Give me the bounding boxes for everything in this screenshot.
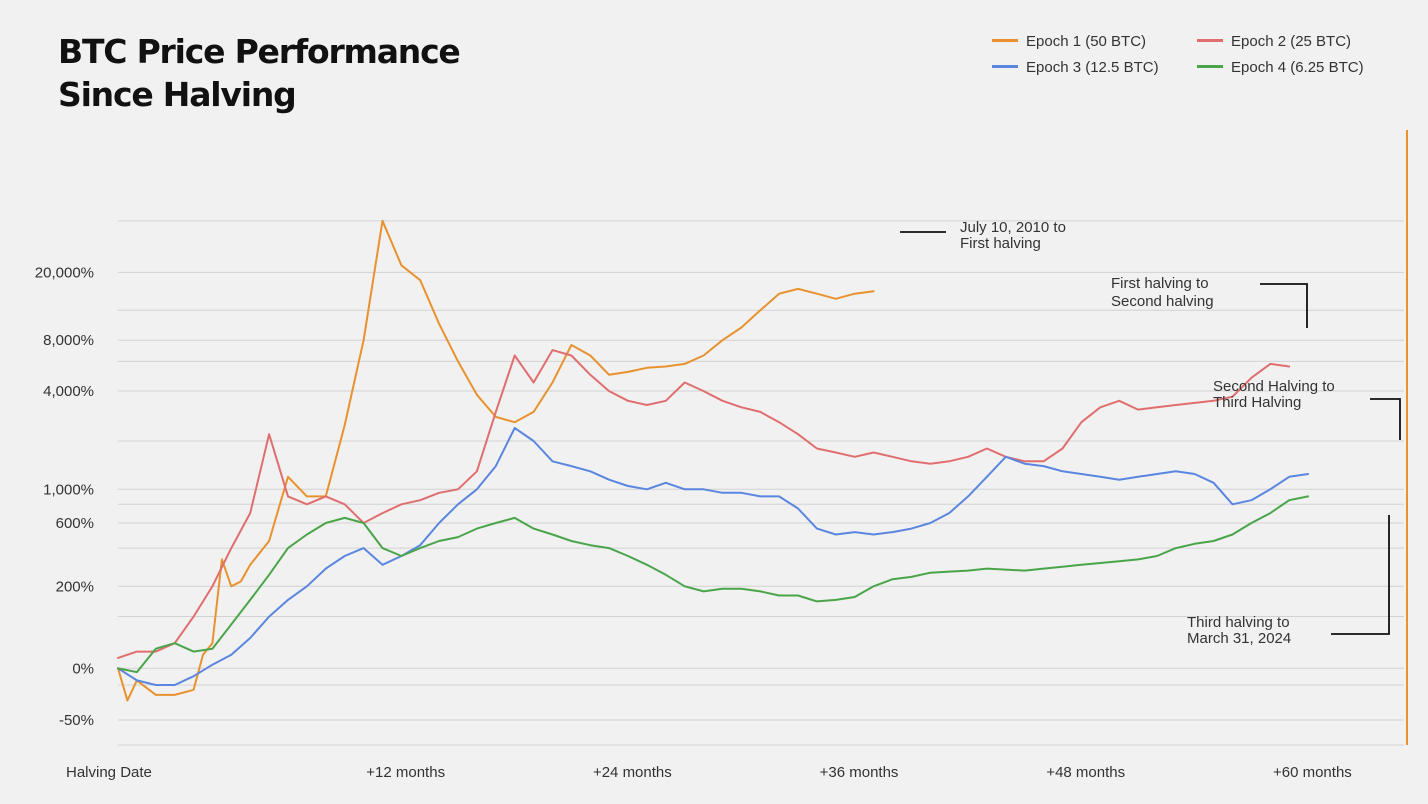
epoch-3-annotation-line-1: Second Halving to xyxy=(1213,378,1335,395)
x-tick-label: +24 months xyxy=(593,764,672,781)
x-tick-label: Halving Date xyxy=(66,764,152,781)
legend-swatch-epoch-3 xyxy=(992,65,1018,69)
epoch-2-annotation-line-1: First halving to xyxy=(1111,275,1209,292)
legend-item-epoch-2: Epoch 2 (25 BTC) xyxy=(1197,33,1351,50)
y-tick-label: 1,000% xyxy=(43,481,94,498)
epoch-3-annotation-leader xyxy=(1370,398,1401,440)
y-tick-label: 600% xyxy=(56,515,94,532)
legend-item-epoch-3: Epoch 3 (12.5 BTC) xyxy=(992,59,1159,76)
y-tick-label: 20,000% xyxy=(35,264,94,281)
y-tick-label: 0% xyxy=(72,660,94,677)
legend-swatch-epoch-1 xyxy=(992,39,1018,43)
y-tick-label: 200% xyxy=(56,578,94,595)
x-tick-label: +36 months xyxy=(820,764,899,781)
chart-title-line-2: Since Halving xyxy=(58,75,297,114)
legend-label-epoch-3: Epoch 3 (12.5 BTC) xyxy=(1026,59,1159,76)
legend-label-epoch-2: Epoch 2 (25 BTC) xyxy=(1231,33,1352,50)
epoch-2-annotation-leader xyxy=(1260,283,1308,328)
x-tick-label: +12 months xyxy=(366,764,445,781)
legend-label-epoch-1: Epoch 1 (50 BTC) xyxy=(1026,33,1147,50)
series-line-epoch-1 xyxy=(117,219,875,702)
epoch-4-annotation-leader xyxy=(1331,515,1390,635)
epoch-4-annotation-line-2: March 31, 2024 xyxy=(1187,630,1291,647)
epoch-2-annotation-line-2: Second halving xyxy=(1111,293,1214,310)
series-line-epoch-3 xyxy=(117,427,1310,686)
series-line-epoch-4 xyxy=(117,495,1310,674)
y-tick-label: 4,000% xyxy=(43,383,94,400)
series-line-epoch-2 xyxy=(117,349,1291,659)
epoch-3-annotation-line-2: Third Halving xyxy=(1213,394,1301,411)
chart-title-line-1: BTC Price Performance xyxy=(58,32,461,71)
x-tick-label: +48 months xyxy=(1046,764,1125,781)
x-tick-label: +60 months xyxy=(1273,764,1352,781)
epoch-1-annotation-line-1: July 10, 2010 to xyxy=(960,219,1066,236)
epoch-4-annotation-line-1: Third halving to xyxy=(1187,614,1290,631)
legend-item-epoch-1: Epoch 1 (50 BTC) xyxy=(992,33,1146,50)
legend-label-epoch-4: Epoch 4 (6.25 BTC) xyxy=(1231,59,1364,76)
y-tick-label: 8,000% xyxy=(43,332,94,349)
chart-title: BTC Price Performance Since Halving xyxy=(58,30,461,116)
legend-swatch-epoch-2 xyxy=(1197,39,1223,43)
y-tick-label: -50% xyxy=(59,712,94,729)
legend-swatch-epoch-4 xyxy=(1197,65,1223,69)
epoch-1-annotation-line-2: First halving xyxy=(960,235,1041,252)
legend-item-epoch-4: Epoch 4 (6.25 BTC) xyxy=(1197,59,1364,76)
